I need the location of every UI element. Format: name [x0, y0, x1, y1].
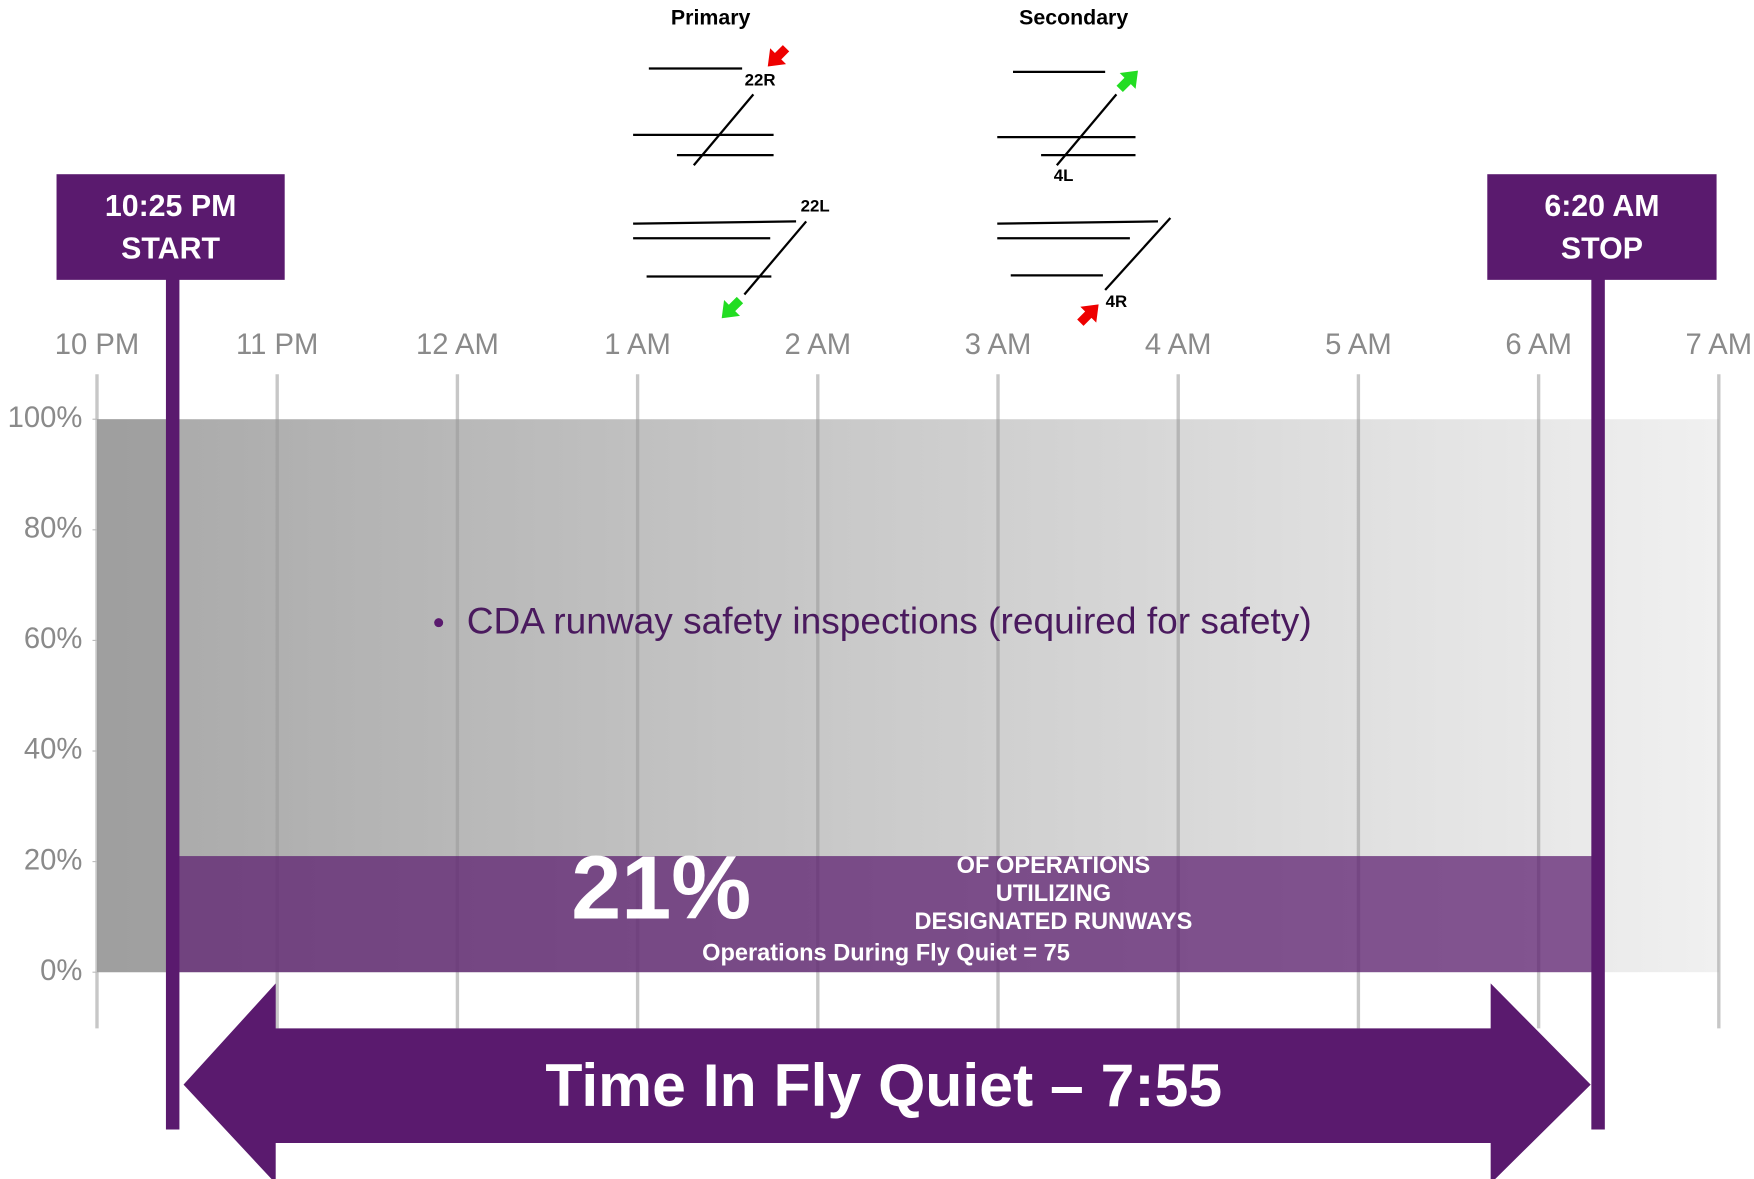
runway — [692, 93, 755, 166]
runway-label: 22L — [801, 196, 830, 215]
duration-label: Time In Fly Quiet – 7:55 — [545, 1051, 1222, 1119]
arrow-green — [721, 296, 744, 319]
start-label: START — [121, 233, 220, 266]
x-tick-label: 5 AM — [1325, 329, 1392, 361]
runway — [1055, 93, 1118, 166]
x-tick-label: 12 AM — [416, 329, 499, 361]
stop-label: STOP — [1561, 233, 1643, 266]
y-tick-label: 80% — [24, 513, 82, 545]
x-tick-label: 1 AM — [604, 329, 671, 361]
y-tick-label: 40% — [24, 734, 82, 766]
bullet-text: CDA runway safety inspections (required … — [467, 600, 1312, 642]
runway-label: 4L — [1054, 166, 1074, 185]
x-tick-label: 10 PM — [55, 329, 139, 361]
start-time: 10:25 PM — [105, 190, 237, 223]
runway-label: 22R — [745, 70, 776, 89]
start-box — [56, 174, 285, 280]
x-tick-label: 3 AM — [965, 329, 1032, 361]
x-tick-label: 6 AM — [1505, 329, 1572, 361]
y-tick-label: 100% — [8, 402, 83, 434]
annotation-layer: 10:25 PM START 6:20 AM STOP Time In Fly Quie… — [56, 174, 1717, 1179]
stop-time: 6:20 AM — [1544, 190, 1659, 223]
runway — [1104, 217, 1172, 291]
runway — [743, 220, 808, 296]
runway — [633, 220, 797, 225]
arrow-red — [767, 45, 790, 67]
value-label: 21% — [571, 838, 751, 938]
duration-arrow — [183, 983, 1591, 1179]
caption-line: OF OPERATIONS — [957, 853, 1151, 879]
pre-start-band — [96, 419, 173, 973]
bar — [172, 856, 1599, 973]
runway — [997, 220, 1158, 225]
stop-box — [1487, 174, 1717, 280]
arrow-red — [1077, 304, 1099, 326]
caption-line: DESIGNATED RUNWAYS — [914, 909, 1192, 935]
y-tick-label: 20% — [24, 844, 82, 876]
y-tick-label: 0% — [40, 955, 82, 987]
primary-header: Primary — [671, 6, 751, 30]
bullet-dot — [434, 618, 444, 628]
x-tick-label: 4 AM — [1145, 329, 1212, 361]
note: Operations During Fly Quiet = 75 — [702, 940, 1070, 966]
runway-label: 4R — [1106, 292, 1128, 311]
runway-diagrams: Primary Secondary 22R 22L 4L 4R — [633, 6, 1172, 326]
x-tick-label: 11 PM — [236, 329, 318, 361]
y-tick-label: 60% — [24, 623, 82, 655]
caption-line: UTILIZING — [996, 881, 1111, 907]
x-tick-label: 7 AM — [1686, 329, 1753, 361]
arrow-green — [1116, 70, 1138, 93]
secondary-header: Secondary — [1019, 6, 1128, 30]
x-tick-label: 2 AM — [785, 329, 852, 361]
